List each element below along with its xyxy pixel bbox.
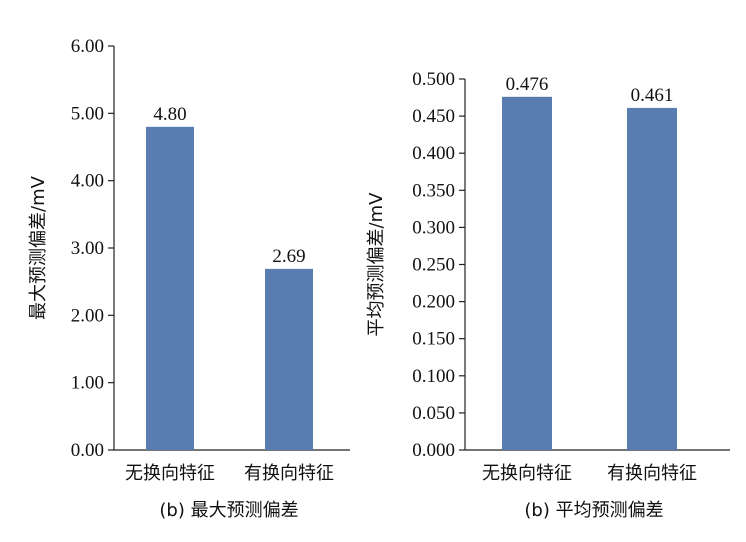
chart1-y-tick-label: 1.00 — [71, 373, 104, 394]
chart2-y-tick-label: 0.100 — [412, 366, 455, 387]
chart2-data-label: 0.461 — [631, 85, 674, 106]
chart2-bar — [627, 107, 677, 451]
chart2-y-tick-label: 0.350 — [412, 180, 455, 201]
chart1-y-tick-label: 5.00 — [71, 103, 104, 124]
chart1-y-tick-label: 0.00 — [71, 440, 104, 461]
chart2-y-tick-label: 0.150 — [412, 329, 455, 350]
chart1-category-label: 有换向特征 — [244, 463, 334, 484]
chart1-category-label: 无换向特征 — [125, 463, 215, 484]
chart1-y-tick-label: 6.00 — [71, 36, 104, 57]
chart1-y-tick-label: 2.00 — [71, 305, 104, 326]
chart1-caption: (b) 最大预测偏差 — [159, 500, 298, 521]
chart2-y-tick-label: 0.500 — [412, 69, 455, 90]
chart2-y-tick-label: 0.400 — [412, 143, 455, 164]
chart2-y-tick-label: 0.250 — [412, 255, 455, 276]
chart2-y-tick-label: 0.300 — [412, 217, 455, 238]
chart2-data-label: 0.476 — [506, 74, 549, 95]
chart2-y-tick-label: 0.050 — [412, 403, 455, 424]
chart1-data-label: 4.80 — [153, 104, 186, 125]
chart1-y-tick-label: 4.00 — [71, 171, 104, 192]
chart2-category-label: 有换向特征 — [607, 463, 697, 484]
chart2-y-tick-label: 0.200 — [412, 292, 455, 313]
chart2-category-label: 无换向特征 — [482, 463, 572, 484]
chart2-caption: (b) 平均预测偏差 — [524, 500, 663, 521]
chart2-y-tick-label: 0.450 — [412, 106, 455, 127]
chart1-data-label: 2.69 — [272, 246, 305, 267]
chart1-bar — [265, 268, 313, 450]
chart2-bar — [502, 96, 552, 451]
chart1-y-tick-label: 3.00 — [71, 238, 104, 259]
chart1-y-axis-title: 最大预测偏差/mV — [28, 175, 49, 320]
chart2-y-tick-label: 0.000 — [412, 440, 455, 461]
chart1-bar — [146, 126, 194, 451]
chart2-y-axis-title: 平均预测偏差/mV — [366, 192, 387, 337]
